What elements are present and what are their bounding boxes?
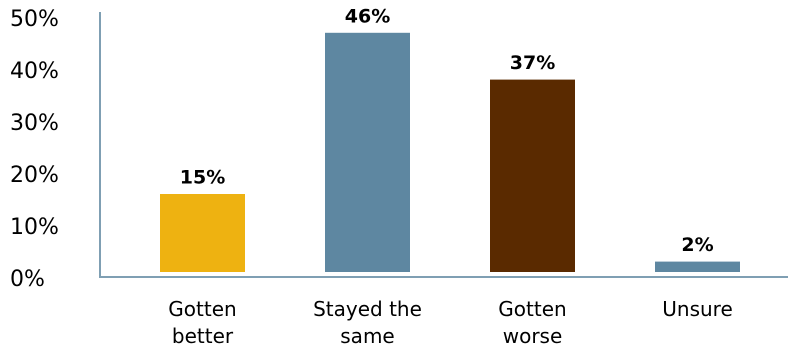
value-label: 15% (180, 167, 225, 189)
bar (160, 194, 245, 272)
x-tick-label: Stayed the same (313, 297, 422, 348)
y-tick-label: 0% (10, 267, 45, 292)
x-tick-label: Gotten better (168, 297, 237, 348)
y-tick-label: 10% (10, 215, 59, 240)
bar (655, 261, 740, 272)
x-tick-label: Unsure (662, 297, 733, 321)
value-label: 2% (681, 234, 713, 256)
y-tick-label: 30% (10, 111, 59, 136)
value-label: 37% (510, 52, 555, 74)
y-tick-label: 40% (10, 59, 59, 84)
value-label: 46% (345, 5, 390, 27)
y-tick-label: 20% (10, 163, 59, 188)
bar (490, 79, 575, 272)
bar (325, 32, 410, 272)
x-tick-label: Gotten worse (498, 297, 567, 348)
y-tick-label: 50% (10, 7, 59, 32)
